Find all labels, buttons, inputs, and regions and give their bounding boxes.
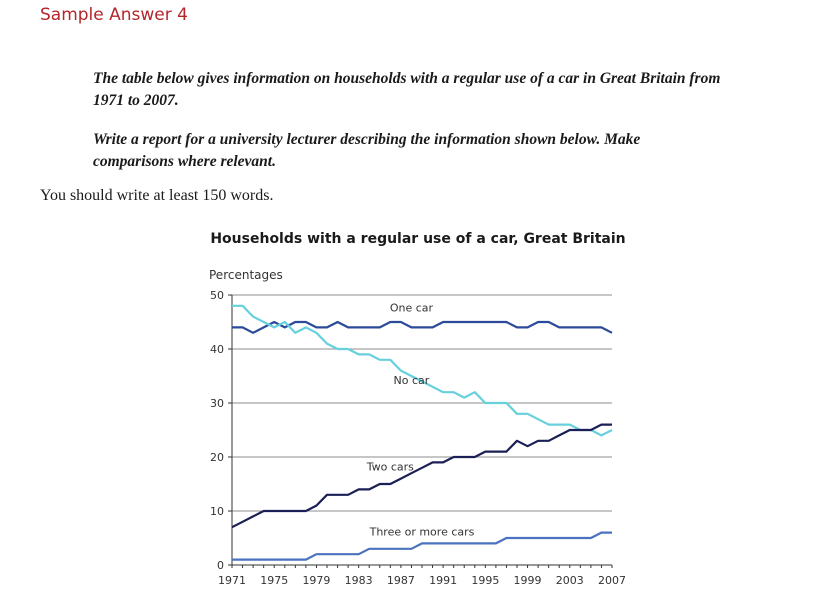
task-line-2: 1971 to 2007.: [93, 92, 179, 109]
y-tick-label: 40: [210, 343, 224, 356]
x-tick-label: 1999: [514, 574, 542, 587]
y-tick-label: 50: [210, 289, 224, 302]
series-line-no-car: [232, 304, 613, 437]
y-tick-label: 10: [210, 505, 224, 518]
task-line-1: The table below gives information on hou…: [93, 70, 721, 87]
x-tick-label: 2007: [598, 574, 626, 587]
x-tick-label: 2003: [556, 574, 584, 587]
task-instructions: Write a report for a university lecturer…: [93, 129, 803, 173]
task-line-4: comparisons where relevant.: [93, 153, 276, 170]
series-label-one-car: One car: [390, 302, 434, 315]
series-label-two-cars: Two cars: [366, 461, 414, 474]
word-count-instruction: You should write at least 150 words.: [40, 187, 274, 204]
page-heading: Sample Answer 4: [40, 5, 188, 25]
x-tick-label: 1987: [387, 574, 415, 587]
x-tick-label: 1991: [429, 574, 457, 587]
x-tick-label: 1979: [302, 574, 330, 587]
y-tick-label: 30: [210, 397, 224, 410]
series-label-three-or-more-cars: Three or more cars: [369, 525, 475, 538]
chart-title: Households with a regular use of a car, …: [210, 231, 625, 247]
series-line-three-or-more-cars: [232, 531, 612, 561]
task-description: The table below gives information on hou…: [93, 68, 803, 112]
series-label-no-car: No car: [394, 374, 430, 387]
x-tick-label: 1971: [218, 574, 246, 587]
series-line-two-cars: [231, 423, 612, 529]
x-tick-label: 1995: [471, 574, 499, 587]
y-axis-label: Percentages: [209, 268, 283, 282]
y-tick-label: 20: [210, 451, 224, 464]
x-tick-label: 1983: [345, 574, 373, 587]
series-line-one-car: [232, 320, 613, 334]
x-tick-label: 1975: [260, 574, 288, 587]
y-tick-label: 0: [217, 559, 224, 572]
task-line-3: Write a report for a university lecturer…: [93, 131, 641, 148]
